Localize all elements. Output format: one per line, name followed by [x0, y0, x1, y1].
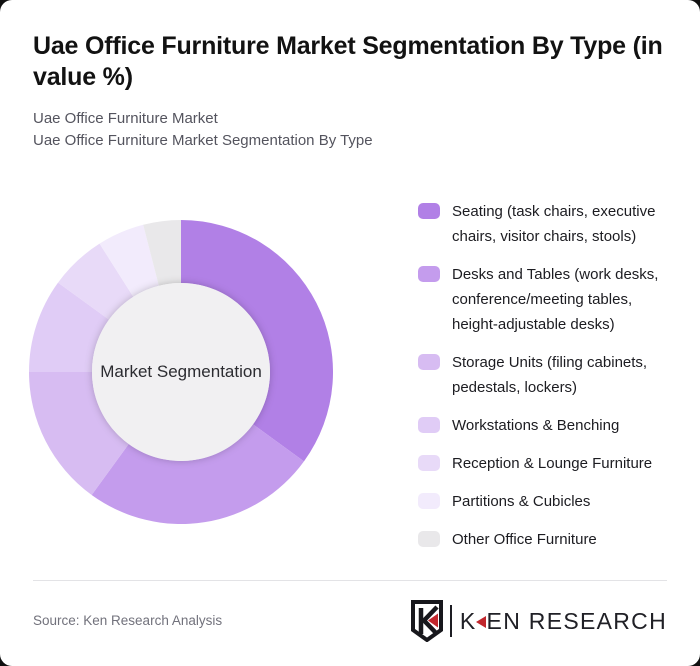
subtitle: Uae Office Furniture Market Uae Office F… [33, 108, 373, 152]
legend-item-reception-lounge: Reception & Lounge Furniture [418, 451, 672, 476]
legend-item-storage-units: Storage Units (filing cabinets, pedestal… [418, 350, 672, 400]
chart-legend: Seating (task chairs, executive chairs, … [418, 199, 672, 552]
legend-label: Reception & Lounge Furniture [452, 455, 653, 472]
legend-label: Seating (task chairs, executive chairs, … [452, 203, 656, 245]
footer-divider [33, 580, 667, 581]
legend-item-seating: Seating (task chairs, executive chairs, … [418, 199, 672, 249]
donut-segment-workstations-benching [29, 282, 109, 372]
page-title-line1: Uae Office Furniture Market Segmentation… [33, 32, 663, 60]
red-arrow-icon [475, 616, 486, 628]
page-title: Uae Office Furniture Market Segmentation… [33, 31, 681, 93]
legend-label: Partitions & Cubicles [452, 493, 591, 510]
legend-swatch-workstations-benching [418, 417, 440, 433]
donut-chart: Market Segmentation [29, 220, 333, 524]
legend-swatch-desks-and-tables [418, 266, 440, 282]
donut-segments [29, 220, 333, 524]
donut-segment-reception-lounge [58, 243, 134, 320]
ken-research-shield-icon [410, 600, 443, 642]
legend-item-other-office-furniture: Other Office Furniture [418, 527, 672, 552]
logo-wordmark: K EN RESEARCH [460, 608, 667, 635]
legend-swatch-storage-units [418, 354, 440, 370]
shield-red-arrow-icon [427, 613, 438, 628]
logo-separator [449, 605, 452, 637]
subtitle-line1: Uae Office Furniture Market [33, 110, 218, 127]
donut-segment-seating [181, 220, 333, 462]
donut-segment-other-office-furniture [143, 220, 181, 286]
ken-research-logo: K EN RESEARCH [410, 599, 667, 643]
subtitle-line2: Uae Office Furniture Market Segmentation… [33, 132, 373, 149]
legend-swatch-seating [418, 203, 440, 219]
legend-label: Workstations & Benching [452, 417, 620, 434]
donut-center-label: Market Segmentation [100, 362, 262, 381]
logo-first-letter: K [459, 607, 477, 634]
donut-segment-storage-units [29, 372, 129, 495]
donut-hole [92, 283, 270, 461]
legend-label: Desks and Tables (work desks, conference… [452, 266, 659, 333]
donut-segment-desks-and-tables [91, 424, 304, 524]
donut-segment-partitions-cubicles [99, 224, 159, 297]
legend-swatch-partitions-cubicles [418, 493, 440, 509]
legend-swatch-reception-lounge [418, 455, 440, 471]
legend-item-partitions-cubicles: Partitions & Cubicles [418, 489, 672, 514]
legend-label: Other Office Furniture [452, 531, 597, 548]
legend-item-desks-and-tables: Desks and Tables (work desks, conference… [418, 262, 672, 337]
legend-item-workstations-benching: Workstations & Benching [418, 413, 672, 438]
legend-label: Storage Units (filing cabinets, pedestal… [452, 354, 648, 396]
page-title-line2: value %) [33, 63, 133, 91]
source-note: Source: Ken Research Analysis [33, 613, 223, 628]
logo-rest: EN RESEARCH [486, 607, 667, 634]
legend-swatch-other-office-furniture [418, 531, 440, 547]
